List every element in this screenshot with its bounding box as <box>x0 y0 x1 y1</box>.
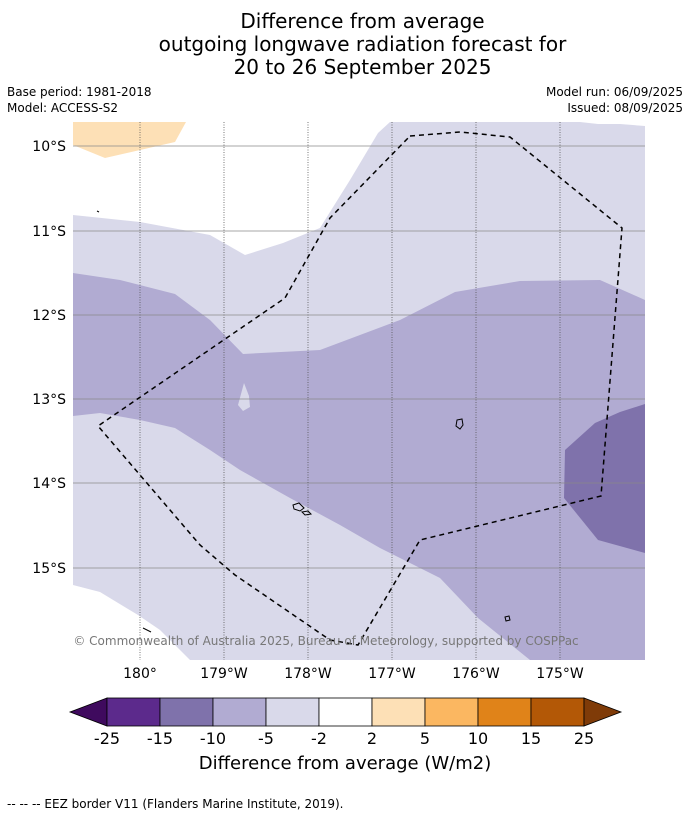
colorbar-tick-neg25: -25 <box>94 729 120 748</box>
lon-label-178w: 178°W <box>284 666 332 682</box>
olr-band-2-to-5 <box>73 122 186 158</box>
lon-label-180: 180° <box>123 666 157 682</box>
colorbar-tick-10: 10 <box>468 729 488 748</box>
title-line-2: outgoing longwave radiation forecast for <box>158 32 567 56</box>
island-south-small <box>504 615 511 622</box>
model-name: Model: ACCESS-S2 <box>7 101 119 115</box>
island-wallis-b <box>300 510 313 516</box>
colorbar-seg-2-5 <box>371 697 426 727</box>
map-plot-area <box>73 122 645 660</box>
colorbar-seg-neg2-2 <box>318 697 373 727</box>
island-wallis-a <box>292 502 305 512</box>
gridlines-lon <box>139 122 561 660</box>
island-tick-sw <box>142 627 152 633</box>
island-tick-nw <box>96 210 100 213</box>
colorbar-tick-25: 25 <box>574 729 594 748</box>
lon-label-176w: 176°W <box>452 666 500 682</box>
gridlines <box>73 145 645 569</box>
model-run: Model run: 06/09/2025 <box>545 85 683 99</box>
title-line-1: Difference from average <box>240 9 485 33</box>
colorbar-seg-neg5-neg2 <box>265 697 320 727</box>
colorbar-seg-neg25-neg15 <box>106 697 161 727</box>
olr-neutral-area-sw <box>73 585 190 660</box>
colorbar-tick-neg15: -15 <box>147 729 173 748</box>
colorbar-seg-neg15-neg10 <box>159 697 214 727</box>
lat-label-13s: 13°S <box>32 392 66 408</box>
colorbar <box>68 697 623 727</box>
issued-date: Issued: 08/09/2025 <box>567 101 683 115</box>
olr-light-patch <box>238 383 250 411</box>
colorbar-seg-neg10-neg5 <box>212 697 267 727</box>
colorbar-tick-15: 15 <box>521 729 541 748</box>
lon-label-175w: 175°W <box>536 666 584 682</box>
lon-label-179w: 179°W <box>200 666 248 682</box>
colorbar-seg-10-15 <box>477 697 532 727</box>
island-niuafo-ou <box>455 418 464 430</box>
lon-label-177w: 177°W <box>368 666 416 682</box>
colorbar-extend-high <box>583 697 623 727</box>
eez-legend-note: -- -- -- EEZ border V11 (Flanders Marine… <box>7 797 344 811</box>
colorbar-tick-5: 5 <box>420 729 430 748</box>
copyright-notice: © Commonwealth of Australia 2025, Bureau… <box>73 634 578 648</box>
olr-band-minus5-to-minus10 <box>73 273 645 660</box>
colorbar-label: Difference from average (W/m2) <box>198 753 492 774</box>
title-line-3: 20 to 26 September 2025 <box>233 55 492 79</box>
base-period: Base period: 1981-2018 <box>7 85 152 99</box>
colorbar-seg-5-10 <box>424 697 479 727</box>
colorbar-seg-15-25 <box>530 697 585 727</box>
colorbar-tick-2: 2 <box>367 729 377 748</box>
colorbar-tick-neg2: -2 <box>311 729 327 748</box>
olr-band-minus10-to-minus15 <box>564 404 645 553</box>
lat-label-15s: 15°S <box>32 561 66 577</box>
colorbar-extend-low <box>68 697 108 727</box>
olr-neutral-area-ne <box>580 122 645 126</box>
islands <box>96 210 511 633</box>
olr-neutral-area-north <box>73 122 390 255</box>
lat-label-14s: 14°S <box>32 476 66 492</box>
colorbar-tick-neg10: -10 <box>200 729 226 748</box>
lat-label-12s: 12°S <box>32 308 66 324</box>
colorbar-tick-neg5: -5 <box>258 729 274 748</box>
lat-label-11s: 11°S <box>32 224 66 240</box>
lat-label-10s: 10°S <box>32 139 66 155</box>
